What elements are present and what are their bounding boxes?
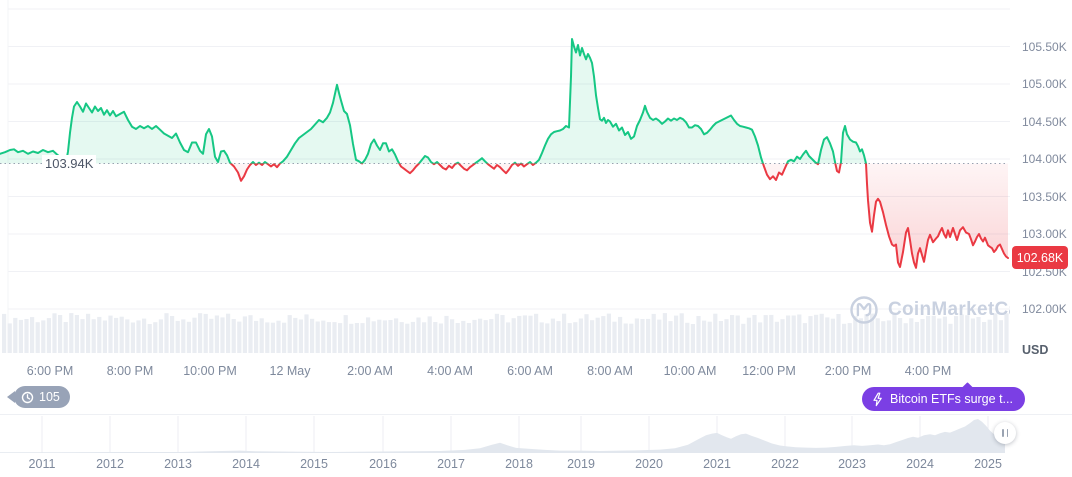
time-axis-label: 10:00 PM: [183, 364, 237, 378]
price-line-down: [65, 163, 1009, 269]
lightning-icon: [873, 392, 882, 406]
time-axis-label: 2:00 PM: [824, 364, 872, 378]
price-axis-label: 103.00K: [1022, 227, 1067, 241]
price-line-up: [0, 38, 868, 164]
time-axis-label: 8:00 PM: [106, 364, 154, 378]
time-axis-label: 12 May: [269, 364, 311, 378]
year-label: 2014: [232, 457, 260, 471]
news-annotation-badge[interactable]: Bitcoin ETFs surge t...: [862, 382, 1025, 411]
time-axis-label: 4:00 AM: [427, 364, 473, 378]
time-axis-label: 6:00 AM: [507, 364, 553, 378]
current-price-value: 102.68K: [1016, 250, 1064, 265]
year-label: 2011: [28, 457, 56, 471]
annotation-count: 105: [39, 390, 60, 404]
year-label: 2017: [437, 457, 465, 471]
price-axis-label: 105.50K: [1022, 39, 1067, 54]
time-axis-label: 10:00 AM: [663, 364, 717, 378]
currency-unit-label: USD: [1022, 343, 1049, 357]
navigator-year-axis: 2011 2012 2013 2014 2015 2016 2017 2018 2019 2020…: [0, 457, 1072, 473]
year-label: 2018: [505, 457, 533, 471]
area-above-baseline: [0, 39, 1008, 164]
price-axis-label: 104.50K: [1022, 114, 1067, 129]
year-label: 2022: [771, 457, 799, 471]
price-axis-label: 103.50K: [1022, 189, 1067, 204]
history-area: [0, 419, 1005, 453]
year-label: 2023: [838, 457, 866, 471]
history-clock-icon: [21, 391, 34, 403]
price-axis-label: 102.00K: [1022, 302, 1067, 316]
news-badge-text: Bitcoin ETFs surge t...: [890, 392, 1013, 406]
annotation-count-badge[interactable]: 105: [7, 386, 70, 408]
year-label: 2015: [300, 457, 328, 471]
volume-bars: [2, 313, 1009, 353]
price-axis-label: 105.00K: [1022, 77, 1067, 91]
time-axis-label: 4:00 PM: [904, 364, 952, 378]
year-label: 2012: [96, 457, 124, 471]
time-axis-label: 8:00 AM: [587, 364, 633, 378]
year-label: 2025: [974, 457, 1002, 471]
year-label: 2021: [703, 457, 731, 471]
timeline-navigator[interactable]: 2011 2012 2013 2014 2015 2016 2017 2018 2019 2020…: [0, 414, 1072, 477]
navigator-chart-svg: [0, 416, 1005, 453]
year-label: 2020: [635, 457, 663, 471]
time-axis-label: 12:00 PM: [742, 364, 796, 378]
price-chart-area[interactable]: CoinMarketCap 103.94K: [0, 0, 1031, 360]
year-label: 2024: [906, 457, 934, 471]
year-label: 2016: [369, 457, 397, 471]
time-axis: 6:00 PM 8:00 PM 10:00 PM 12 May 2:00 AM 4:00 …: [0, 364, 1010, 380]
time-axis-label: 6:00 PM: [26, 364, 74, 378]
year-label: 2013: [164, 457, 192, 471]
baseline-price-label: 103.94K: [42, 155, 97, 172]
price-chart-svg: [0, 0, 1010, 353]
time-axis-label: 2:00 AM: [347, 364, 393, 378]
navigator-drag-handle[interactable]: [994, 422, 1016, 444]
grid-lines: [7, 0, 1010, 353]
current-price-badge: 102.68K: [1012, 246, 1068, 269]
area-below-baseline: [0, 163, 1008, 268]
price-axis-label: 104.00K: [1022, 152, 1067, 166]
year-label: 2019: [567, 457, 595, 471]
price-axis: 102.00K 102.50K 103.00K 103.50K 104.00K 104.5…: [1010, 0, 1072, 360]
